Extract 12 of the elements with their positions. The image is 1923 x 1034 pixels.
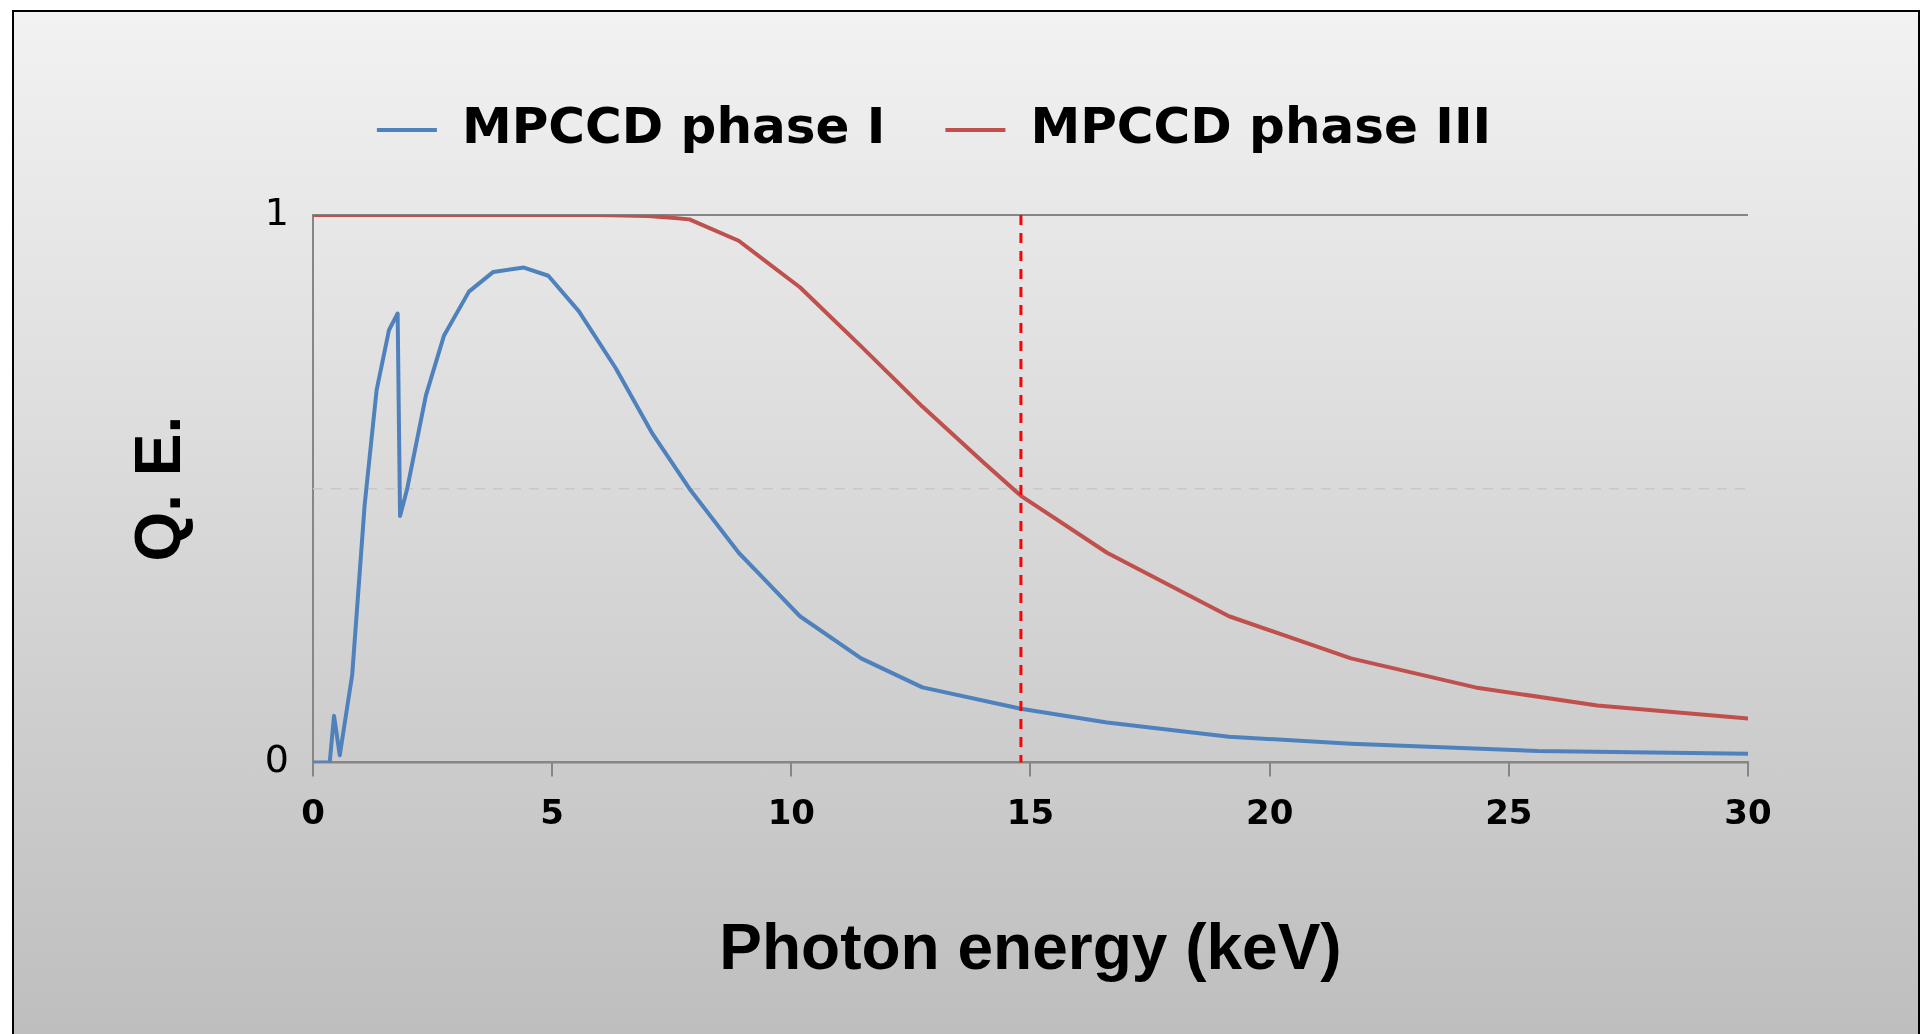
y-tick-label: 1 — [264, 189, 289, 234]
x-tick-label: 20 — [1245, 791, 1294, 832]
x-tick-label: 15 — [1006, 791, 1055, 832]
x-tick-label: 0 — [301, 791, 325, 832]
legend-label: MPCCD phase III — [1030, 96, 1492, 155]
x-tick-label: 10 — [767, 791, 815, 832]
legend-label: MPCCD phase I — [461, 96, 886, 155]
x-axis-title: Photon energy (keV) — [719, 911, 1342, 984]
x-tick-label: 30 — [1724, 791, 1772, 832]
x-tick-label: 25 — [1485, 791, 1533, 832]
x-tick-label: 5 — [540, 791, 564, 832]
y-axis-title: Q. E. — [122, 415, 195, 562]
